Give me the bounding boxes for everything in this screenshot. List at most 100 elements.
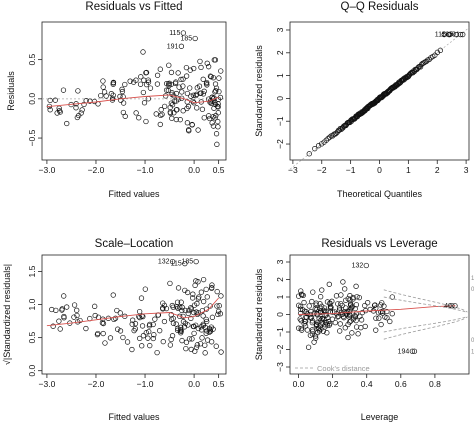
data-point	[218, 68, 224, 74]
data-point	[158, 106, 164, 113]
data-point	[195, 325, 201, 332]
data-point	[313, 300, 319, 306]
x-tick-label: 2	[435, 165, 440, 175]
data-point	[332, 319, 338, 326]
data-point	[315, 143, 322, 149]
point-label: 115	[171, 261, 182, 268]
data-point	[204, 79, 210, 86]
x-tick-label: −1	[346, 165, 356, 175]
data-point	[180, 83, 186, 89]
data-point	[178, 328, 184, 334]
data-point	[426, 56, 432, 63]
labeled-point	[446, 31, 452, 38]
data-point	[56, 318, 62, 324]
data-point	[50, 323, 56, 329]
data-point	[166, 62, 172, 68]
data-point	[195, 279, 201, 285]
data-point	[216, 75, 222, 81]
data-point	[314, 312, 321, 318]
data-point	[183, 73, 190, 79]
chart-title: Scale–Location	[95, 238, 174, 250]
data-point	[213, 112, 219, 119]
data-point	[204, 60, 210, 66]
data-point	[354, 294, 360, 300]
data-point	[49, 306, 55, 313]
x-tick-label: 0.6	[395, 379, 407, 389]
data-point	[315, 326, 321, 332]
data-point	[200, 91, 207, 97]
data-point	[183, 64, 190, 71]
data-point	[190, 92, 197, 98]
data-point	[117, 310, 123, 316]
data-point	[200, 313, 206, 319]
panel-2: Q–Q Residuals Theoretical Quantiles Standa…	[254, 1, 470, 199]
x-tick-label: 0.0	[293, 379, 305, 389]
point-label: 115	[169, 30, 180, 37]
data-point	[415, 65, 421, 71]
data-point	[207, 115, 213, 122]
data-point	[307, 315, 314, 321]
data-point	[204, 318, 210, 325]
data-point	[215, 311, 221, 318]
data-point	[168, 100, 175, 106]
data-point	[210, 114, 216, 120]
data-point	[57, 326, 63, 332]
data-point	[337, 321, 343, 327]
y-tick-label: 1	[275, 294, 285, 299]
x-tick-label: 1	[406, 165, 411, 175]
data-point	[323, 137, 329, 143]
data-point	[302, 308, 308, 314]
data-point	[154, 72, 161, 78]
data-point	[140, 49, 146, 55]
data-point	[184, 90, 191, 97]
y-tick-label: −1	[275, 116, 285, 126]
data-point	[169, 91, 175, 97]
point-label: 132	[158, 259, 170, 266]
cooks-distance-contour	[383, 289, 468, 313]
data-point	[145, 335, 151, 341]
data-point	[211, 105, 217, 111]
data-point	[167, 280, 173, 287]
cooks-contour-label: 1	[471, 276, 474, 282]
data-point	[191, 65, 197, 72]
data-point	[110, 80, 116, 86]
data-point	[74, 307, 80, 313]
data-point	[162, 103, 168, 110]
smooth-line	[46, 94, 219, 108]
data-point	[353, 302, 360, 308]
data-point	[356, 294, 362, 301]
data-point	[79, 107, 85, 113]
labeled-point	[178, 43, 185, 49]
data-point	[208, 285, 215, 291]
data-point	[297, 316, 303, 322]
data-point	[168, 336, 174, 343]
data-point	[214, 141, 220, 147]
panel-4: Residuals vs Leverage Leverage Standardize…	[254, 238, 474, 422]
data-point	[163, 93, 169, 99]
x-tick-label: −2.0	[88, 379, 105, 389]
data-point	[47, 97, 53, 104]
data-point	[204, 294, 210, 300]
labeled-point	[452, 303, 458, 309]
labeled-point	[169, 258, 176, 265]
data-point	[127, 78, 133, 84]
data-point	[214, 288, 220, 295]
data-point	[117, 328, 124, 334]
data-point	[198, 327, 205, 333]
data-point	[190, 323, 196, 330]
data-point	[196, 294, 202, 300]
data-point	[100, 84, 106, 90]
data-point	[326, 322, 332, 328]
data-point	[169, 302, 175, 309]
data-point	[215, 110, 221, 116]
plot-area	[295, 279, 468, 354]
data-point	[110, 92, 116, 98]
x-axis-label: Leverage	[361, 412, 399, 422]
cooks-distance-contour	[383, 316, 468, 340]
data-point	[157, 328, 163, 334]
data-point	[182, 287, 188, 294]
data-point	[215, 124, 221, 130]
data-point	[387, 318, 393, 325]
data-point	[311, 339, 317, 345]
data-point	[183, 345, 189, 352]
